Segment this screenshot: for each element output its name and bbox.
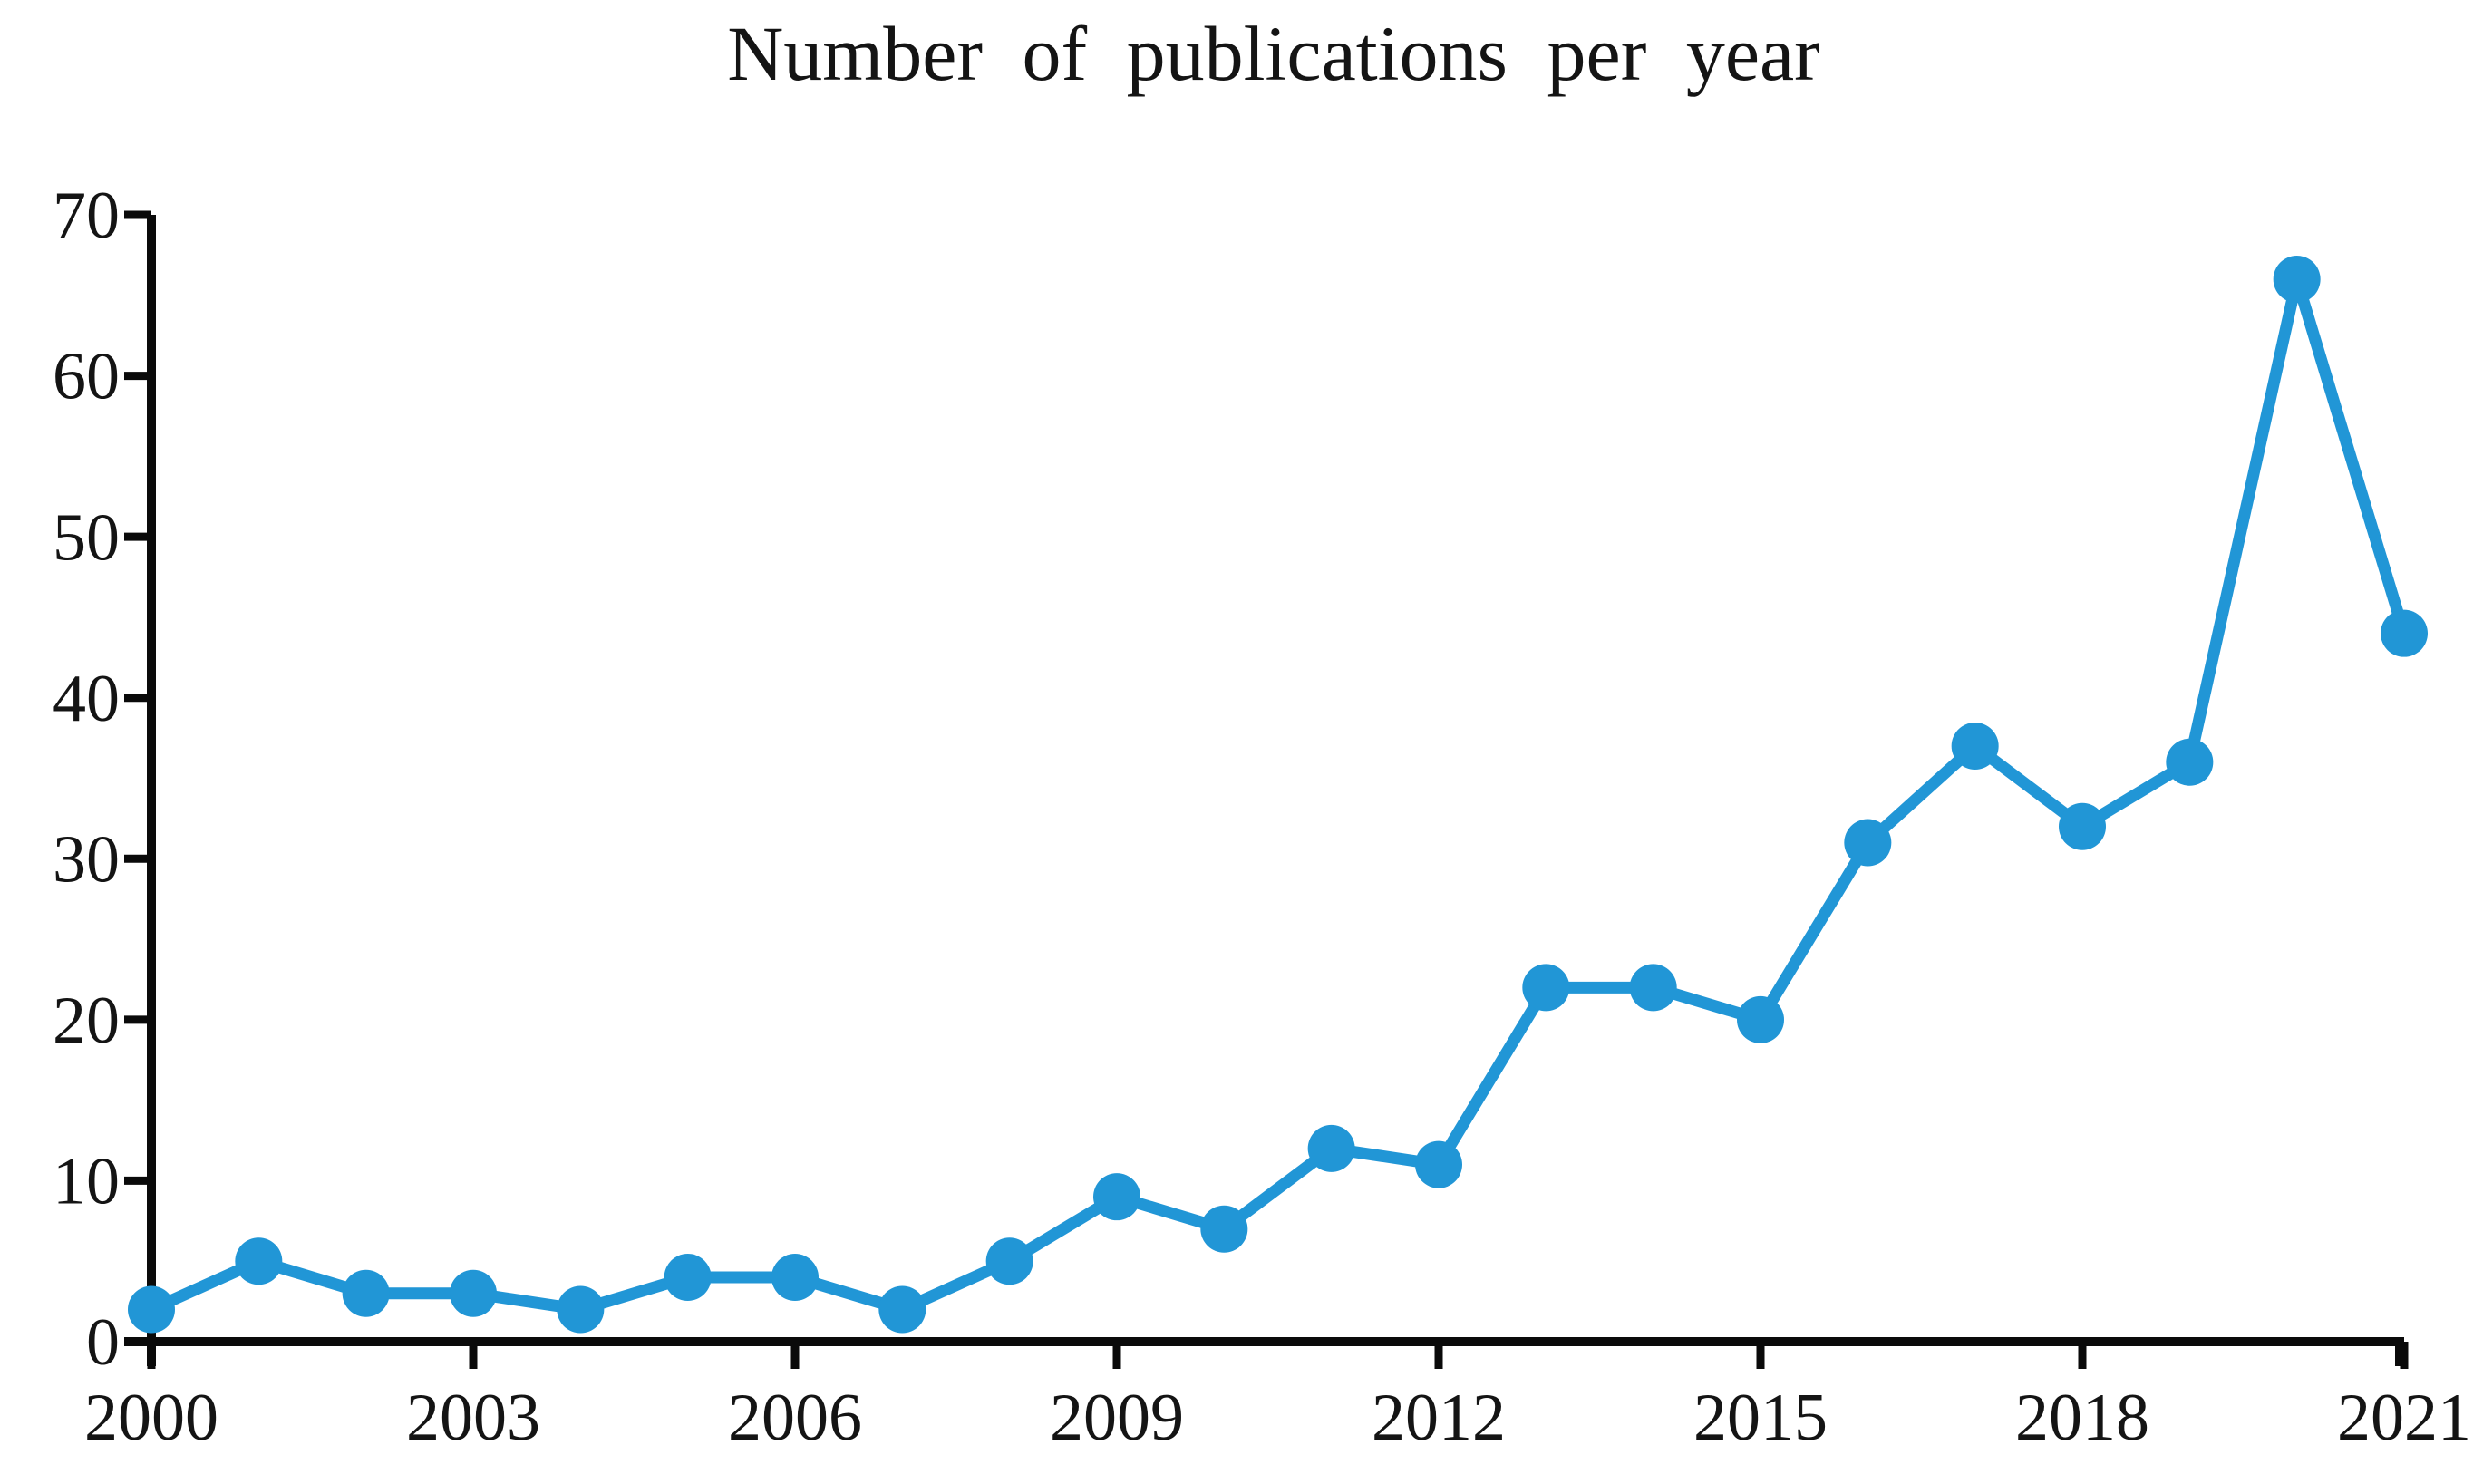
x-tick-label: 2000 (84, 1381, 218, 1455)
y-tick-label: 10 (53, 1145, 120, 1219)
data-point-2021 (2381, 609, 2428, 657)
data-point-2018 (2059, 802, 2106, 850)
data-point-2007 (878, 1285, 926, 1334)
data-point-2010 (1200, 1205, 1248, 1253)
y-tick-label: 30 (53, 822, 120, 897)
chart-title: Number of publications per year (727, 10, 1820, 97)
data-point-2017 (1951, 722, 1999, 770)
data-point-2011 (1307, 1124, 1355, 1172)
x-tick-label: 2009 (1050, 1381, 1184, 1455)
data-point-2019 (2166, 738, 2214, 786)
data-point-2013 (1522, 964, 1570, 1012)
x-tick-label: 2012 (1372, 1381, 1506, 1455)
data-point-2020 (2273, 256, 2321, 304)
x-tick-label: 2006 (728, 1381, 862, 1455)
data-point-2005 (664, 1253, 712, 1301)
x-tick-label: 2018 (2015, 1381, 2149, 1455)
y-tick-label: 20 (53, 984, 120, 1058)
axes (124, 210, 2409, 1369)
x-tick-label: 2015 (1693, 1381, 1828, 1455)
x-tick-label: 2021 (2337, 1381, 2471, 1455)
data-point-2012 (1415, 1140, 1462, 1188)
y-tick-label: 60 (53, 340, 120, 414)
y-tick-label: 0 (86, 1305, 120, 1380)
data-point-2016 (1844, 819, 1892, 867)
data-series (128, 256, 2428, 1334)
data-point-2006 (771, 1253, 819, 1301)
data-point-2003 (450, 1269, 497, 1317)
data-point-2004 (557, 1285, 605, 1334)
y-tick-label: 70 (53, 179, 120, 253)
publications-line (145, 273, 2410, 1315)
y-tick-label: 50 (53, 500, 120, 575)
data-point-2008 (985, 1237, 1033, 1285)
data-point-2009 (1093, 1173, 1140, 1221)
x-tick-label: 2003 (406, 1381, 540, 1455)
data-point-2000 (128, 1285, 175, 1334)
data-point-2014 (1629, 964, 1677, 1012)
data-point-2002 (342, 1269, 390, 1317)
data-point-2001 (235, 1237, 283, 1285)
y-tick-label: 40 (53, 662, 120, 736)
axis-labels: 0 10 20 30 40 50 60 70 2000 2003 2006 2009 2012 2015 2… (53, 179, 2471, 1455)
data-point-2015 (1737, 995, 1784, 1043)
